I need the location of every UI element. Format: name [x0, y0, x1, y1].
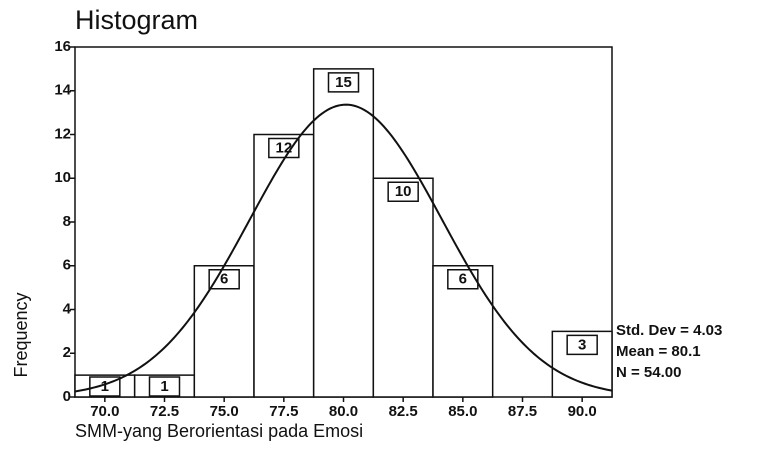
value-label-box — [387, 181, 419, 202]
x-axis-label: SMM-yang Berorientasi pada Emosi — [75, 421, 363, 441]
y-tick-label: 2 — [63, 344, 71, 361]
x-tick-label: 77.5 — [269, 403, 298, 420]
x-tick-label: 72.5 — [150, 403, 179, 420]
chart-title: Histogram — [75, 5, 198, 35]
value-label-box — [566, 334, 598, 356]
stats-label: N = 54.00 — [616, 364, 681, 381]
stats-label: Std. Dev = 4.03 — [616, 322, 722, 339]
value-label-box — [447, 269, 479, 290]
y-tick-label: 8 — [63, 213, 71, 230]
y-tick-label: 6 — [63, 257, 71, 274]
x-tick-label: 85.0 — [448, 403, 477, 420]
normal-curve — [74, 103, 613, 393]
bar — [312, 68, 375, 398]
x-tick-label: 90.0 — [568, 403, 597, 420]
value-label-box — [148, 376, 181, 397]
bar — [372, 177, 434, 398]
value-label: 3 — [578, 336, 586, 353]
value-label: 6 — [220, 271, 228, 288]
y-tick-label: 10 — [54, 169, 71, 186]
value-label: 12 — [275, 139, 292, 156]
y-tick-label: 14 — [54, 82, 71, 99]
x-tick-label: 82.5 — [389, 403, 418, 420]
value-label: 1 — [101, 378, 109, 395]
x-tick-label: 80.0 — [329, 403, 358, 420]
value-label: 10 — [395, 183, 412, 200]
y-tick-label: 4 — [63, 300, 72, 317]
value-label: 6 — [459, 271, 467, 288]
value-label: 15 — [335, 74, 352, 91]
y-tick-label: 12 — [54, 125, 71, 142]
value-label-box — [208, 269, 240, 290]
x-tick-label: 87.5 — [508, 403, 537, 420]
value-label-box — [268, 137, 300, 159]
y-tick-label: 16 — [54, 38, 71, 55]
x-tick-label: 70.0 — [90, 403, 119, 420]
stats-label: Mean = 80.1 — [616, 343, 701, 360]
bar — [253, 133, 315, 398]
y-tick-label: 0 — [63, 388, 71, 405]
x-tick-label: 75.0 — [210, 403, 239, 420]
value-label: 1 — [160, 378, 168, 395]
y-axis-label: Frequency — [11, 292, 31, 377]
value-label-box — [327, 72, 360, 93]
